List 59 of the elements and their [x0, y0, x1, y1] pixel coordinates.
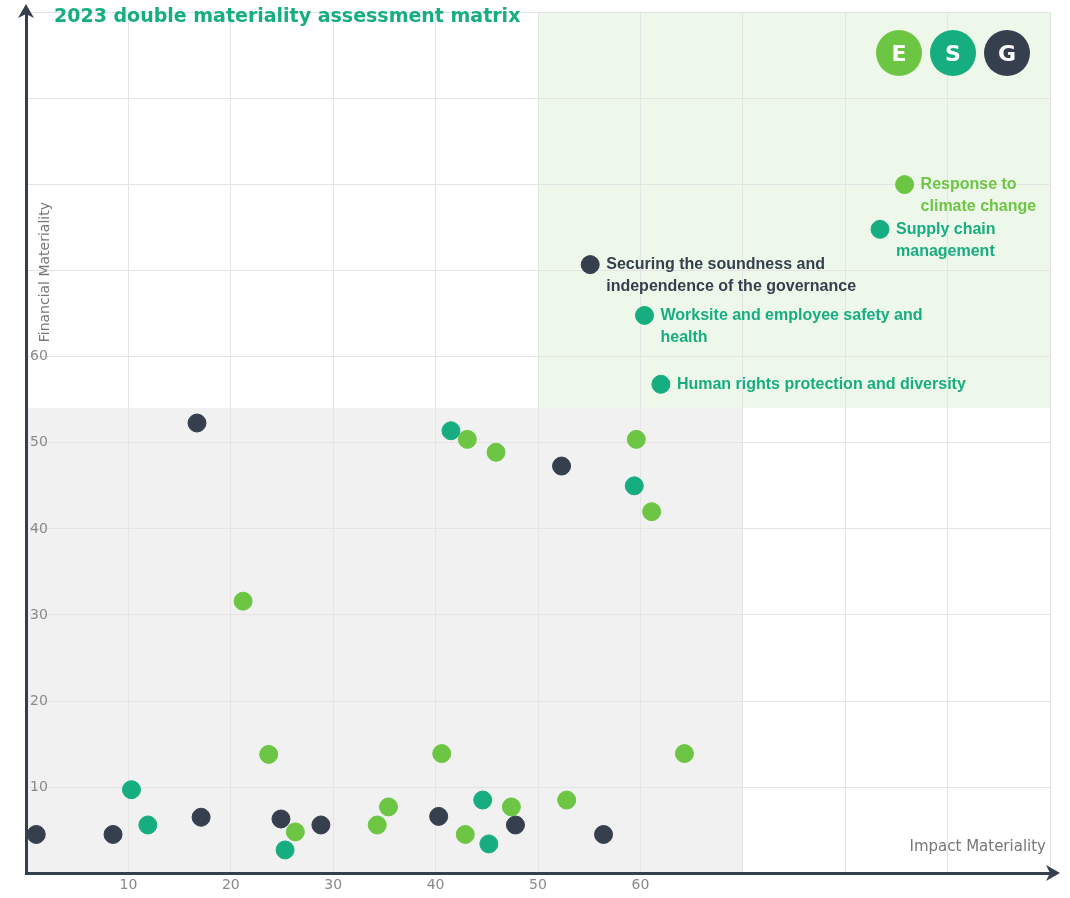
point	[674, 744, 694, 764]
point	[311, 815, 331, 835]
x-tick-label: 40	[426, 876, 445, 893]
annotation: Human rights protection and diversity	[676, 374, 966, 392]
point	[505, 815, 525, 835]
point	[26, 824, 46, 844]
point	[285, 822, 305, 842]
point	[479, 834, 499, 854]
y-tick-label: 40	[30, 519, 48, 536]
y-tick-label: 50	[30, 433, 48, 450]
x-tick-label: 50	[529, 876, 547, 893]
point	[635, 305, 654, 325]
point	[870, 219, 890, 239]
point	[271, 809, 291, 829]
annotation: Supply chain management	[896, 219, 996, 259]
x-tick-label: 20	[221, 876, 240, 893]
y-tick-label: 60	[30, 347, 48, 364]
point	[138, 815, 158, 835]
point	[626, 429, 646, 449]
x-axis-title: Impact Materiality	[909, 837, 1046, 856]
point	[473, 790, 493, 810]
x-tick-label: 30	[324, 876, 343, 893]
y-tick-label: 30	[30, 605, 48, 622]
point	[379, 797, 398, 817]
point	[552, 456, 572, 476]
annotation: Response to climate change	[920, 174, 1037, 214]
point	[259, 744, 279, 764]
point	[651, 374, 671, 394]
point	[895, 175, 915, 195]
point	[233, 591, 253, 611]
y-axis-title: Financial Materiality	[36, 202, 52, 343]
point	[486, 442, 506, 462]
point	[367, 815, 387, 835]
y-tick-label: 10	[30, 777, 48, 794]
point	[580, 255, 600, 275]
point	[557, 790, 577, 810]
x-tick-label: 10	[119, 876, 138, 893]
y-tick-label: 20	[30, 691, 48, 708]
point	[441, 421, 461, 441]
point	[455, 824, 475, 844]
point	[624, 476, 644, 496]
chart-title: 2023 double materiality assessment matrix	[54, 4, 521, 26]
point	[429, 806, 449, 826]
point	[121, 780, 141, 800]
x-tick-label: 60	[631, 876, 650, 893]
point	[187, 413, 207, 433]
point	[432, 744, 452, 764]
point	[501, 797, 521, 817]
point	[642, 502, 662, 522]
text: G	[984, 30, 1030, 76]
point	[275, 840, 295, 860]
annotation: Worksite and employee safety and health	[660, 305, 923, 345]
point	[103, 824, 123, 844]
point	[191, 807, 211, 827]
text: S	[930, 30, 976, 76]
point	[594, 824, 614, 844]
annotation: Securing the soundness and independence of the governance	[606, 255, 857, 295]
text: E	[876, 30, 922, 76]
point	[457, 429, 477, 449]
